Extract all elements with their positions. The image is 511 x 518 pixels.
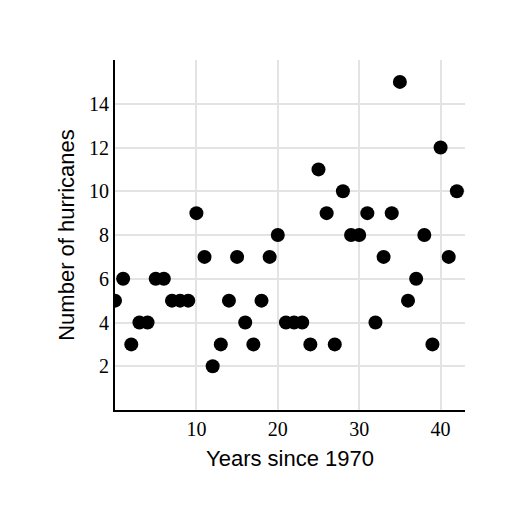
svg-text:12: 12: [89, 137, 109, 159]
svg-text:Number of hurricanes: Number of hurricanes: [54, 129, 79, 341]
svg-text:Years since 1970: Years since 1970: [206, 446, 374, 471]
svg-text:10: 10: [89, 180, 109, 202]
svg-text:20: 20: [268, 418, 288, 440]
svg-text:6: 6: [99, 268, 109, 290]
svg-text:10: 10: [186, 418, 206, 440]
svg-text:2: 2: [99, 355, 109, 377]
svg-text:30: 30: [349, 418, 369, 440]
svg-text:4: 4: [99, 312, 109, 334]
svg-text:8: 8: [99, 224, 109, 246]
svg-text:14: 14: [89, 93, 109, 115]
svg-text:40: 40: [431, 418, 451, 440]
